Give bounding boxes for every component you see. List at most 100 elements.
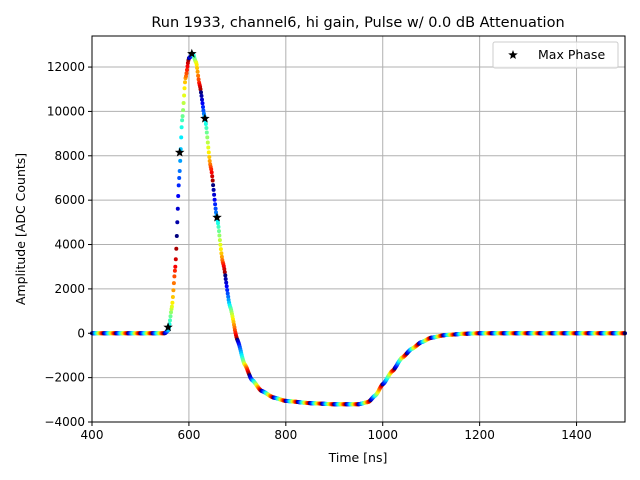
y-tick-label: 0: [77, 326, 85, 340]
waveform-point: [213, 202, 218, 207]
waveform-point: [217, 238, 222, 243]
x-tick-label: 600: [177, 428, 200, 442]
waveform-point: [226, 294, 231, 299]
waveform-point: [168, 314, 173, 319]
waveform-point: [182, 86, 187, 91]
y-tick-label: 12000: [47, 60, 85, 74]
waveform-point: [206, 145, 211, 150]
waveform-point: [224, 284, 229, 289]
waveform-point: [211, 187, 216, 192]
waveform-point: [217, 229, 221, 234]
waveform-point: [210, 178, 215, 183]
waveform-point: [185, 64, 190, 69]
waveform-point: [182, 93, 187, 98]
waveform-point: [206, 150, 211, 155]
waveform-point: [203, 122, 208, 126]
max-phase-star: [200, 113, 210, 123]
waveform-point: [181, 101, 186, 105]
waveform-point: [194, 62, 199, 67]
waveform-point: [185, 67, 189, 72]
waveform-point: [205, 140, 210, 145]
waveform-point: [212, 192, 217, 197]
max-phase-markers: [163, 48, 222, 332]
y-tick-label: −4000: [44, 415, 85, 429]
waveform-point: [207, 159, 212, 163]
waveform-point: [173, 264, 178, 269]
waveform-point: [198, 87, 203, 92]
waveform-point: [216, 224, 221, 229]
plot-frame: [91, 35, 626, 423]
max-phase-star: [163, 322, 173, 332]
waveform-point: [196, 73, 201, 78]
y-tick-label: −2000: [44, 371, 85, 385]
waveform-point: [174, 234, 179, 238]
waveform-point: [200, 97, 204, 102]
waveform-point: [209, 170, 214, 175]
x-tick-label: 1400: [561, 428, 592, 442]
waveform-point: [223, 273, 228, 278]
waveform-point: [184, 71, 189, 76]
y-tick-label: 8000: [54, 149, 85, 163]
waveform-point: [213, 206, 218, 211]
waveform-point: [179, 125, 184, 130]
waveform-point: [168, 318, 172, 323]
waveform-point: [225, 288, 230, 292]
waveform-point: [210, 174, 215, 179]
waveform-point: [201, 105, 205, 109]
waveform-point: [175, 220, 180, 225]
waveform-point: [195, 66, 200, 70]
y-tick-label: 6000: [54, 193, 85, 207]
waveform-point: [224, 280, 229, 285]
waveform-point: [180, 114, 185, 119]
legend: Max Phase: [492, 41, 619, 69]
waveform-point: [170, 295, 175, 299]
waveform-point: [205, 135, 210, 140]
grid: [91, 36, 625, 423]
waveform-point: [175, 206, 180, 211]
waveform-point: [209, 167, 214, 172]
legend-label: Max Phase: [538, 47, 605, 62]
x-axis-label: Time [ns]: [328, 450, 388, 465]
waveform-point: [195, 69, 200, 74]
legend-box: [492, 41, 619, 69]
waveform-point: [176, 194, 181, 198]
waveform-point: [177, 176, 182, 180]
max-phase-star: [174, 147, 185, 157]
waveform-points: [90, 51, 627, 407]
y-tick-label: 10000: [47, 104, 85, 118]
waveform-point: [172, 274, 177, 279]
waveform-point: [181, 108, 186, 113]
chart-title: Run 1933, channel6, hi gain, Pulse w/ 0.…: [151, 15, 564, 31]
waveform-point: [218, 247, 223, 252]
waveform-point: [200, 101, 205, 106]
waveform-point: [169, 304, 174, 309]
x-tick-label: 400: [81, 428, 104, 442]
y-axis-label: Amplitude [ADC Counts]: [13, 153, 28, 305]
waveform-point: [219, 251, 224, 256]
x-tick-label: 1200: [464, 428, 495, 442]
max-phase-star: [187, 48, 197, 58]
waveform-point: [216, 221, 220, 226]
y-tick-label: 4000: [54, 238, 85, 252]
waveform-point: [222, 270, 227, 275]
waveform-point: [204, 126, 209, 130]
waveform-point: [223, 277, 228, 281]
waveform-point: [177, 169, 182, 173]
waveform-point: [225, 291, 230, 296]
waveform-point: [199, 93, 204, 98]
waveform-point: [219, 254, 224, 259]
waveform-point: [211, 183, 216, 188]
waveform-point: [218, 242, 223, 247]
max-phase-star: [212, 212, 222, 222]
x-tick-label: 800: [274, 428, 297, 442]
waveform-point: [196, 77, 201, 82]
waveform-point: [180, 118, 185, 123]
waveform-point: [171, 288, 176, 293]
waveform-point: [171, 281, 176, 286]
waveform-point: [179, 135, 184, 140]
waveform-point: [176, 183, 181, 188]
waveform-point: [178, 158, 183, 163]
waveform-point: [170, 300, 175, 305]
waveform-point: [174, 246, 179, 251]
